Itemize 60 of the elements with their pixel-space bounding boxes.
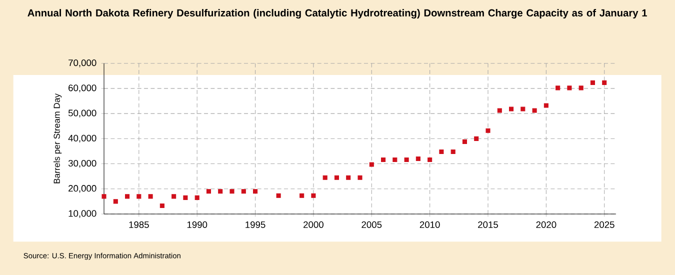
point [194, 195, 200, 200]
point [590, 80, 596, 85]
point [253, 189, 258, 194]
point [160, 203, 164, 208]
point [172, 194, 176, 199]
point [404, 157, 409, 162]
point [136, 194, 142, 199]
point [346, 175, 351, 180]
y-tick-label: 30,000 [68, 160, 96, 168]
x-tick-label: 1990 [187, 221, 208, 228]
point [509, 106, 514, 112]
point [369, 162, 374, 167]
point [602, 80, 607, 85]
point [497, 108, 502, 113]
point [113, 199, 118, 204]
point [381, 157, 386, 162]
point [358, 175, 362, 180]
point [532, 108, 537, 113]
point [567, 86, 572, 90]
point [322, 175, 328, 180]
point [544, 103, 548, 108]
x-tick-label: 2010 [420, 221, 440, 228]
point [206, 189, 211, 194]
point [439, 149, 444, 154]
x-tick-label: 2015 [478, 221, 498, 228]
y-tick-label: 10,000 [68, 210, 96, 218]
y-tick-label: 40,000 [68, 134, 96, 143]
point [276, 193, 281, 198]
point [474, 136, 479, 141]
point [462, 139, 467, 144]
point [102, 194, 106, 199]
point [486, 128, 490, 133]
point [183, 195, 188, 200]
point [556, 86, 560, 90]
y-axis-title: Barrels per Stream Day [54, 93, 62, 184]
y-tick-label: 20,000 [68, 185, 96, 193]
x-tick-label: 1995 [246, 221, 266, 228]
x-tick-label: 2025 [594, 221, 614, 228]
x-tick-label: 1985 [129, 221, 149, 228]
point [578, 86, 584, 90]
y-tick-label: 70,000 [68, 60, 96, 68]
x-tick-label: 2000 [304, 221, 324, 228]
x-tick-label: 2020 [536, 221, 556, 228]
point [230, 189, 234, 194]
point [218, 189, 223, 194]
point [334, 175, 339, 180]
y-tick-label: 50,000 [68, 110, 96, 118]
point [450, 149, 456, 154]
point [241, 189, 246, 194]
point [428, 157, 432, 162]
point [148, 194, 153, 199]
point [416, 156, 420, 162]
point [520, 106, 526, 112]
point [392, 157, 398, 162]
y-tick-label: 60,000 [68, 84, 96, 92]
x-tick-label: 2005 [362, 221, 382, 228]
chart-title: Annual North Dakota Refinery Desulfurization (including Catalytic Hydrotreating) Downstream Charge Capacity as of January 1 [28, 9, 647, 19]
point [300, 193, 304, 198]
point [125, 194, 130, 199]
point [311, 193, 316, 198]
